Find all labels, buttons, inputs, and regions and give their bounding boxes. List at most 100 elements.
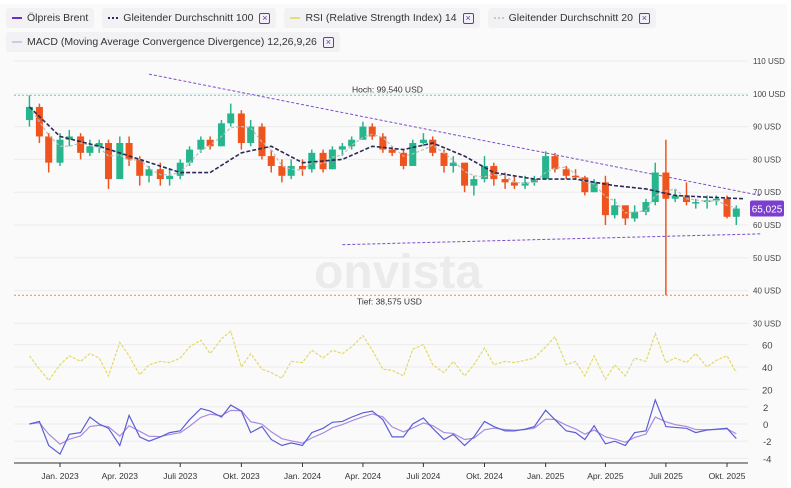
candle-down	[429, 139, 437, 153]
candle-down	[388, 149, 396, 153]
price-tick-label: 90 USD	[753, 123, 781, 132]
price-tick-label: 50 USD	[753, 254, 781, 263]
candle-down	[501, 179, 509, 183]
trendline	[148, 73, 761, 196]
candle-up	[359, 126, 367, 140]
candle-up	[145, 169, 153, 176]
candle-down	[45, 136, 53, 163]
candle-up	[348, 139, 356, 147]
candle-down	[298, 165, 306, 170]
close-box-icon[interactable]: ×	[638, 12, 650, 24]
x-tick-label: Apr. 2025	[587, 471, 624, 481]
candle-down	[278, 165, 286, 176]
trendline	[342, 233, 761, 246]
legend-item[interactable]: MACD (Moving Average Convergence Diverge…	[6, 32, 340, 52]
legend-label: Ölpreis Brent	[27, 12, 89, 24]
series-swatch-icon	[493, 17, 504, 19]
legend-item[interactable]: Gleitender Durchschnitt 20 ×	[487, 8, 656, 28]
candle-down	[601, 182, 609, 216]
x-tick-label: Juli 2024	[406, 471, 440, 481]
candle-up	[227, 113, 235, 124]
candle-down	[490, 165, 498, 180]
candle-up	[176, 162, 184, 176]
candle-up	[186, 149, 194, 163]
candle-down	[77, 136, 85, 153]
x-tick-label: Okt. 2025	[709, 471, 746, 481]
x-tick-label: Jan. 2023	[41, 471, 79, 481]
candle-up	[25, 106, 33, 121]
close-box-icon[interactable]: ×	[462, 12, 474, 24]
price-tick-label: 60 USD	[753, 221, 781, 230]
legend-label: Gleitender Durchschnitt 20	[508, 12, 633, 24]
rsi-line	[28, 330, 737, 382]
candle-down	[368, 126, 376, 137]
macd-tick-label: -4	[763, 454, 771, 465]
candle-up	[56, 139, 64, 163]
macd-tick-label: -2	[763, 437, 771, 448]
candle-down	[723, 198, 731, 217]
candle-up	[217, 123, 225, 147]
candle-up	[712, 198, 720, 201]
rsi-tick-label: 20	[762, 385, 773, 396]
candle-up	[247, 126, 255, 143]
price-tick-label: 110 USD	[753, 57, 785, 66]
candle-up	[651, 172, 659, 203]
high-label: Hoch: 99,540 USD	[352, 84, 423, 94]
watermark-logo: onvista	[314, 246, 482, 299]
candle-down	[379, 136, 387, 150]
x-tick-label: Okt. 2023	[223, 471, 260, 481]
legend-label: MACD (Moving Average Convergence Diverge…	[27, 36, 317, 48]
candle-up	[308, 152, 316, 170]
candle-up	[481, 165, 489, 180]
candle-down	[572, 175, 580, 178]
candle-up	[197, 139, 205, 150]
close-box-icon[interactable]: ×	[259, 12, 271, 24]
x-tick-label: Juli 2023	[163, 471, 197, 481]
x-tick-label: Apr. 2024	[345, 471, 382, 481]
candle-down	[562, 169, 570, 176]
candle-up	[95, 143, 103, 147]
legend-label: RSI (Relative Strength Index) 14	[305, 12, 457, 24]
legend-item[interactable]: Gleitender Durchschnitt 100 ×	[102, 8, 277, 28]
price-tick-label: 30 USD	[753, 319, 781, 328]
macd-tick-label: 2	[763, 403, 768, 414]
candle-down	[237, 113, 245, 143]
low-label: Tief: 38,575 USD	[357, 296, 422, 306]
macd-signal-line	[29, 409, 737, 445]
candle-up	[631, 211, 639, 219]
macd-line	[29, 398, 737, 456]
candle-up	[671, 195, 679, 199]
legend-row-2: MACD (Moving Average Convergence Diverge…	[6, 32, 340, 52]
series-swatch-icon	[108, 17, 119, 19]
legend-item[interactable]: Ölpreis Brent	[6, 8, 95, 28]
x-tick-label: Jan. 2025	[527, 471, 565, 481]
candle-down	[267, 156, 275, 166]
macd-tick-label: 0	[763, 420, 768, 431]
candle-up	[590, 182, 598, 193]
series-swatch-icon	[290, 17, 301, 19]
candle-down	[125, 143, 133, 160]
legend-item[interactable]: RSI (Relative Strength Index) 14 ×	[284, 8, 480, 28]
chart-panel	[0, 4, 787, 488]
price-tick-label: 40 USD	[753, 287, 781, 296]
candle-up	[642, 202, 650, 212]
close-box-icon[interactable]: ×	[322, 36, 334, 48]
candle-down	[510, 182, 518, 186]
price-tick-label: 100 USD	[753, 90, 786, 99]
candle-down	[206, 139, 214, 147]
candle-up	[86, 146, 94, 153]
candle-up	[732, 208, 740, 217]
candle-down	[461, 162, 469, 186]
price-tick-label: 80 USD	[753, 155, 781, 164]
x-tick-label: Jan. 2024	[284, 471, 322, 481]
candle-up	[419, 139, 427, 143]
price-tick-label: 70 USD	[753, 188, 781, 197]
candle-up	[338, 146, 346, 150]
candle-up	[521, 182, 529, 186]
candle-down	[551, 156, 559, 170]
x-tick-label: Okt. 2024	[466, 471, 503, 481]
x-tick-label: Juli 2025	[649, 471, 683, 481]
candle-down	[581, 177, 589, 193]
candle-up	[470, 179, 478, 186]
